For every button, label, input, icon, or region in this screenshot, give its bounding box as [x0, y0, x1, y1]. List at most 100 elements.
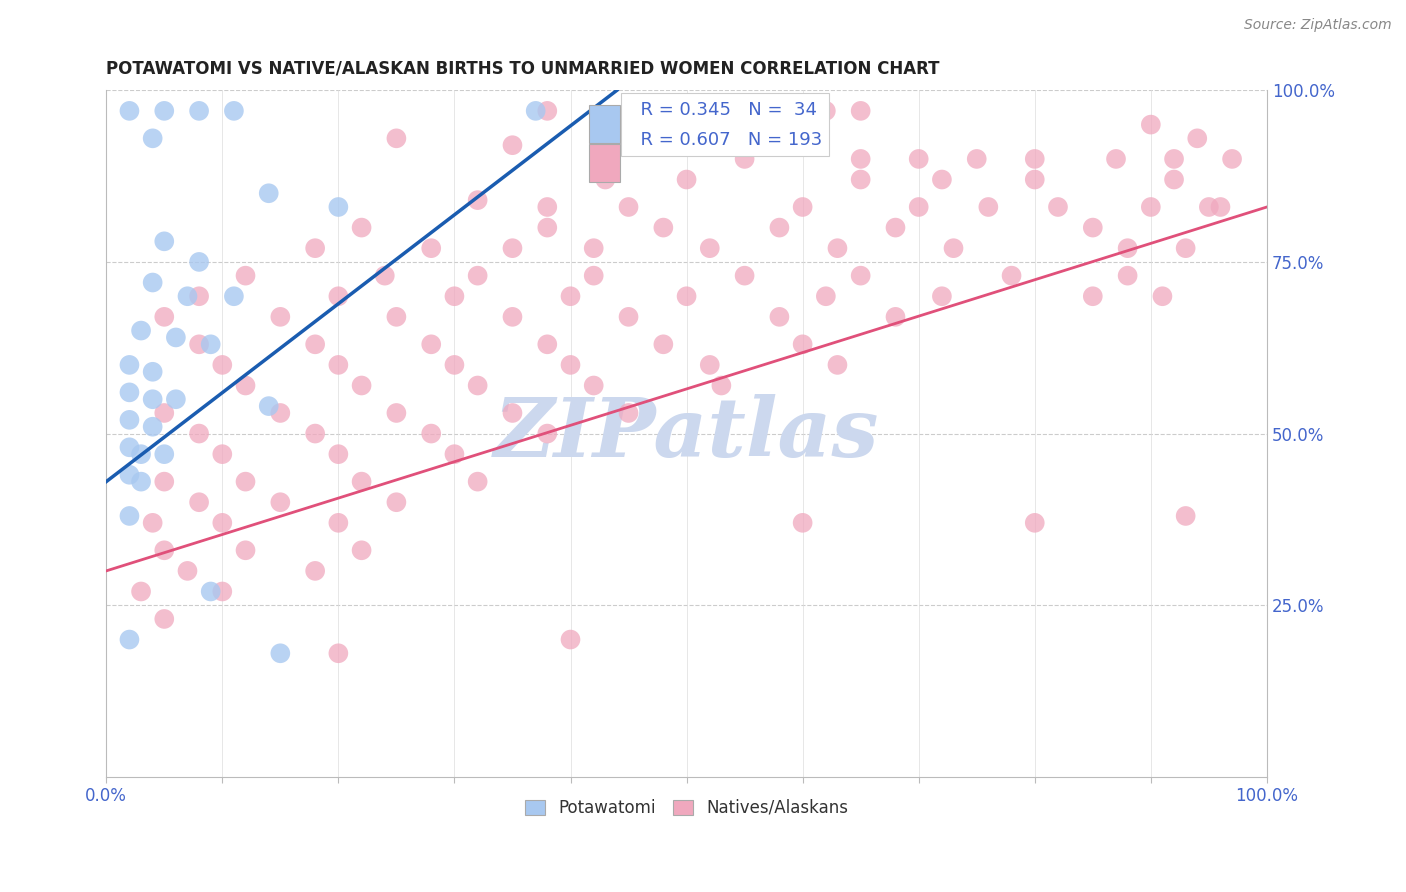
Point [200, 337, 222, 351]
Point [385, 406, 408, 420]
Point [129, 324, 152, 338]
Point [304, 337, 326, 351]
Point [536, 103, 558, 118]
Point [153, 543, 176, 558]
Point [792, 516, 814, 530]
Point [328, 200, 350, 214]
Point [1140, 200, 1163, 214]
Point [385, 495, 408, 509]
Point [129, 447, 152, 461]
Point [501, 406, 523, 420]
Point [443, 289, 465, 303]
Point [710, 378, 733, 392]
Point [582, 268, 605, 283]
Text: Source: ZipAtlas.com: Source: ZipAtlas.com [1244, 18, 1392, 32]
Point [118, 440, 141, 454]
FancyBboxPatch shape [589, 105, 620, 143]
Point [536, 220, 558, 235]
Point [118, 632, 141, 647]
Point [235, 543, 257, 558]
Point [827, 241, 849, 255]
Point [756, 103, 779, 118]
Point [188, 289, 211, 303]
Point [420, 426, 443, 441]
Point [617, 406, 640, 420]
Point [560, 358, 582, 372]
Point [235, 378, 257, 392]
Point [1174, 241, 1197, 255]
Point [257, 186, 280, 201]
Point [536, 200, 558, 214]
Point [814, 103, 837, 118]
Point [118, 508, 141, 523]
Point [827, 358, 849, 372]
Point [142, 131, 165, 145]
Point [188, 103, 211, 118]
Point [884, 310, 907, 324]
Point [304, 426, 326, 441]
Point [235, 268, 257, 283]
Point [699, 241, 721, 255]
Point [582, 378, 605, 392]
Point [304, 241, 326, 255]
Point [129, 475, 152, 489]
Point [617, 310, 640, 324]
Point [1187, 131, 1209, 145]
Point [118, 385, 141, 400]
Point [328, 516, 350, 530]
Point [222, 103, 245, 118]
Point [734, 152, 756, 166]
Point [350, 543, 373, 558]
Point [768, 220, 790, 235]
Point [142, 392, 165, 407]
Point [907, 152, 929, 166]
Point [560, 632, 582, 647]
Point [467, 268, 489, 283]
Point [1024, 516, 1046, 530]
Point [792, 337, 814, 351]
Point [1209, 200, 1232, 214]
Point [153, 103, 176, 118]
Point [1081, 289, 1104, 303]
Text: POTAWATOMI VS NATIVE/ALASKAN BIRTHS TO UNMARRIED WOMEN CORRELATION CHART: POTAWATOMI VS NATIVE/ALASKAN BIRTHS TO U… [107, 60, 939, 78]
Point [350, 220, 373, 235]
Point [467, 378, 489, 392]
Point [931, 172, 953, 186]
Point [200, 584, 222, 599]
Point [443, 447, 465, 461]
Point [1046, 200, 1069, 214]
Point [374, 268, 396, 283]
Point [269, 406, 291, 420]
Point [501, 138, 523, 153]
Point [1116, 241, 1139, 255]
Text: ZIPatlas: ZIPatlas [494, 393, 879, 474]
Point [849, 172, 872, 186]
Point [211, 358, 233, 372]
Point [849, 268, 872, 283]
Point [768, 310, 790, 324]
Point [269, 310, 291, 324]
Point [188, 426, 211, 441]
Point [652, 220, 675, 235]
Point [1174, 508, 1197, 523]
Point [931, 289, 953, 303]
Point [129, 584, 152, 599]
Point [1024, 152, 1046, 166]
Point [176, 564, 198, 578]
Point [118, 413, 141, 427]
Point [675, 172, 697, 186]
Point [524, 103, 547, 118]
Point [153, 406, 176, 420]
Point [1220, 152, 1243, 166]
Point [652, 337, 675, 351]
Point [165, 330, 187, 344]
Point [420, 337, 443, 351]
Point [118, 467, 141, 482]
Point [142, 419, 165, 434]
Point [350, 378, 373, 392]
Point [211, 516, 233, 530]
Point [699, 358, 721, 372]
Point [257, 399, 280, 413]
Legend: Potawatomi, Natives/Alaskans: Potawatomi, Natives/Alaskans [519, 792, 855, 823]
Point [560, 289, 582, 303]
